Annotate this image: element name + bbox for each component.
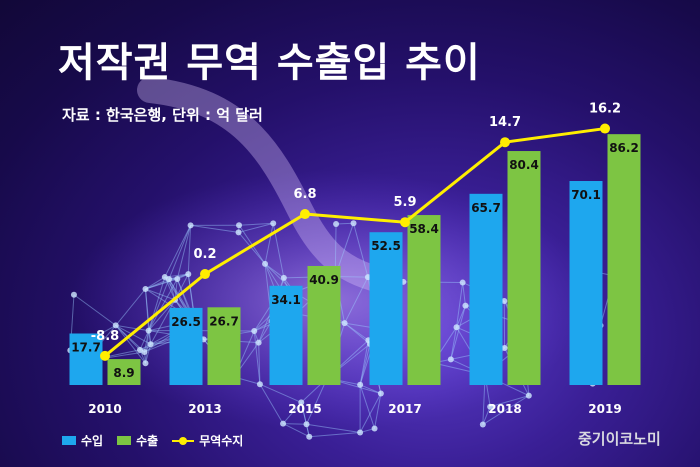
legend-item-balance: 무역수지: [172, 432, 243, 449]
balance-point-2015: [300, 209, 310, 220]
bar-label-export-2018: 80.4: [509, 158, 539, 172]
x-tick-label-2013: 2013: [188, 402, 221, 416]
bar-import-2018: [469, 193, 503, 385]
balance-point-2019: [600, 123, 610, 134]
source-note: 자료 : 한국은행, 단위 : 억 달러: [62, 106, 263, 124]
bar-label-import-2017: 52.5: [371, 239, 401, 253]
legend-label-export: 수출: [136, 434, 159, 448]
balance-label-2018: 14.7: [489, 115, 521, 130]
bar-label-export-2017: 58.4: [409, 222, 439, 236]
bar-import-2017: [369, 232, 403, 385]
bar-import-2019: [569, 181, 603, 385]
balance-label-2010: -8.8: [91, 329, 119, 344]
balance-label-2013: 0.2: [193, 247, 216, 262]
legend-label-import: 수입: [81, 434, 104, 448]
page-title: 저작권 무역 수출입 추이: [58, 40, 481, 86]
brand-logo-text: 중기이코노미: [578, 430, 661, 448]
legend-line-balance-icon: [172, 436, 195, 446]
bar-label-import-2015: 34.1: [271, 293, 301, 307]
bar-label-export-2010: 8.9: [113, 366, 134, 380]
bar-label-export-2015: 40.9: [309, 273, 339, 287]
bar-export-2015: [307, 265, 341, 385]
bar-export-2018: [507, 151, 541, 385]
balance-point-2010: [100, 350, 110, 361]
balance-label-2015: 6.8: [293, 187, 316, 202]
bar-export-2017: [407, 215, 441, 385]
bar-label-import-2019: 70.1: [571, 188, 601, 202]
legend-swatch-export: [117, 436, 132, 445]
bar-label-export-2013: 26.7: [209, 314, 239, 328]
bar-label-import-2013: 26.5: [171, 315, 201, 329]
x-tick-label-2018: 2018: [488, 402, 521, 416]
legend-item-export: 수출: [117, 432, 158, 449]
bar-import-2015: [269, 285, 303, 385]
bar-import-2010: [69, 333, 103, 385]
balance-point-2017: [400, 217, 410, 228]
x-tick-label-2010: 2010: [88, 402, 121, 416]
x-tick-label-2015: 2015: [288, 402, 321, 416]
legend: 수입 수출 무역수지: [62, 432, 243, 449]
bar-import-2013: [169, 307, 203, 385]
balance-line-group: -8.8 0.2 6.8 5.9 14.7 16.2: [91, 102, 621, 361]
x-tick-label-2017: 2017: [388, 402, 421, 416]
hand-silhouette: [137, 77, 393, 293]
balance-line: [104, 127, 606, 358]
x-tick-label-2019: 2019: [588, 402, 621, 416]
bar-label-import-2018: 65.7: [471, 201, 501, 215]
legend-swatch-import: [62, 436, 76, 445]
bar-export-2019: [607, 134, 641, 385]
bar-label-import-2010: 17.7: [71, 340, 101, 354]
legend-label-balance: 무역수지: [199, 434, 244, 448]
balance-point-2018: [500, 137, 510, 148]
balance-label-2019: 16.2: [589, 102, 621, 117]
bar-label-export-2019: 86.2: [609, 141, 639, 155]
bar-export-2013: [207, 307, 241, 385]
bar-export-2010: [107, 359, 141, 385]
balance-point-2013: [200, 269, 210, 280]
legend-item-import: 수입: [62, 432, 103, 449]
balance-label-2017: 5.9: [393, 195, 416, 210]
